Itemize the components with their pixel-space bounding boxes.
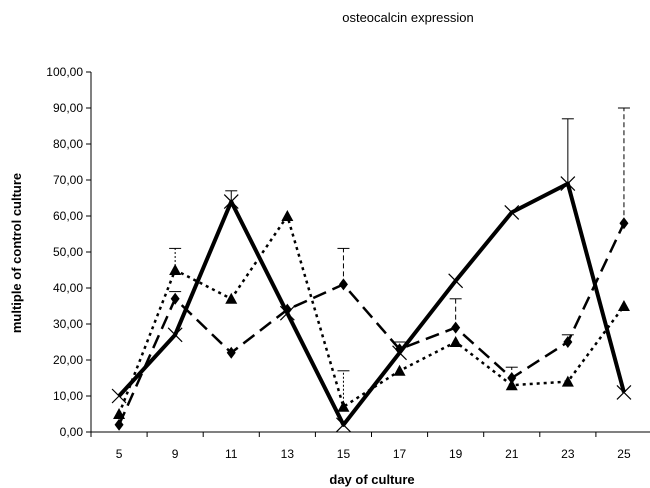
y-tick-label: 30,00: [53, 317, 83, 331]
x-tick-label: 25: [617, 447, 631, 461]
y-tick-label: 100,00: [46, 65, 83, 79]
data-point-marker: [114, 418, 124, 431]
data-point-marker: [617, 300, 630, 311]
data-markers: [111, 176, 632, 433]
data-point-marker: [504, 204, 520, 220]
x-tick-label: 23: [561, 447, 575, 461]
data-point-marker: [448, 273, 464, 289]
x-tick-label: 11: [225, 447, 238, 461]
y-ticks: 0,00 10,00 20,00 30,00 40,00 50,00 60,00 70,00 8…: [46, 65, 91, 439]
data-point-marker: [282, 303, 292, 316]
data-point-marker: [507, 372, 517, 384]
data-point-marker: [223, 194, 239, 210]
x-ticks: 5 9 11 13 15 17 19 21 23 25: [90, 432, 631, 461]
y-tick-label: 90,00: [53, 101, 83, 115]
data-point-marker: [393, 364, 406, 376]
y-tick-label: 10,00: [53, 389, 83, 403]
data-point-marker: [561, 375, 574, 387]
data-point-marker: [563, 336, 573, 348]
data-point-marker: [395, 343, 405, 356]
y-tick-label: 60,00: [53, 209, 83, 223]
y-tick-label: 20,00: [53, 353, 83, 367]
y-axis-label: multiple of control culture: [9, 173, 24, 333]
data-point-marker: [167, 327, 183, 343]
x-tick-label: 15: [337, 447, 351, 461]
x-tick-label: 17: [393, 447, 407, 461]
data-point-marker: [226, 346, 236, 359]
x-axis-label: day of culture: [329, 472, 414, 487]
data-point-marker: [505, 379, 518, 391]
x-tick-label: 9: [172, 447, 179, 461]
y-tick-label: 80,00: [53, 137, 83, 151]
data-point-marker: [169, 264, 182, 275]
data-point-marker: [616, 384, 632, 400]
data-point-marker: [281, 210, 294, 221]
x-tick-label: 13: [281, 447, 295, 461]
error-bars: [169, 107, 630, 407]
x-tick-label: 5: [116, 447, 123, 461]
data-point-marker: [336, 417, 351, 433]
y-tick-label: 40,00: [53, 281, 83, 295]
y-tick-label: 0,00: [60, 425, 84, 439]
x-tick-label: 21: [505, 447, 519, 461]
data-point-marker: [560, 176, 576, 192]
data-point-marker: [451, 321, 461, 334]
data-point-marker: [111, 388, 127, 404]
data-point-marker: [337, 400, 350, 412]
y-tick-label: 70,00: [53, 173, 83, 187]
data-point-marker: [338, 278, 348, 291]
y-tick-label: 50,00: [53, 245, 83, 259]
series-line-solid: [117, 181, 626, 427]
chart-title: osteocalcin expression: [342, 10, 474, 25]
data-point-marker: [225, 292, 238, 304]
data-point-marker: [449, 336, 462, 347]
data-point-marker: [170, 292, 180, 305]
series-lines: [117, 181, 626, 427]
x-tick-label: 19: [449, 447, 463, 461]
series-line-dash: [117, 222, 626, 426]
data-point-marker: [619, 217, 629, 230]
data-point-marker: [113, 408, 126, 419]
